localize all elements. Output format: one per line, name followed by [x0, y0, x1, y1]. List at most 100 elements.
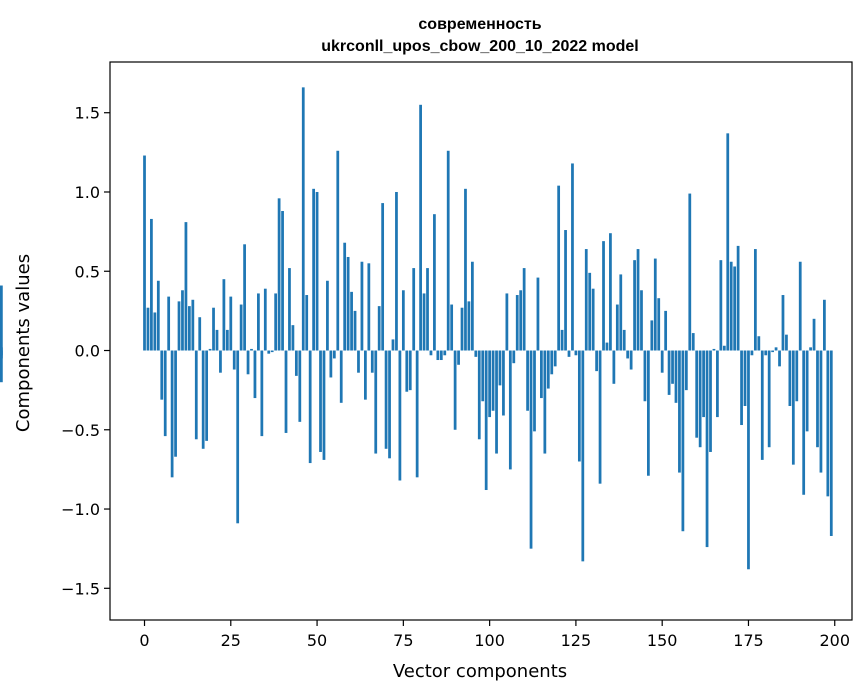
bar	[191, 299, 195, 351]
bar	[581, 350, 585, 562]
bar	[760, 350, 764, 460]
bar	[174, 350, 177, 457]
bar	[232, 350, 236, 370]
bar	[188, 306, 191, 351]
bar	[640, 290, 643, 351]
bar	[0, 347, 3, 351]
bar	[470, 261, 474, 351]
bar-series	[0, 87, 833, 570]
bar	[726, 133, 730, 351]
bar	[605, 342, 609, 351]
y-tick-label: 1.0	[75, 183, 100, 202]
bar	[753, 249, 757, 351]
bar	[705, 350, 709, 548]
bar	[733, 266, 737, 351]
bar	[322, 350, 326, 460]
bar	[702, 350, 705, 418]
bar	[198, 317, 202, 351]
bar	[609, 233, 612, 351]
bar	[377, 306, 381, 351]
bar	[236, 350, 240, 524]
bar	[339, 350, 343, 403]
bar	[332, 350, 336, 359]
bar	[588, 272, 592, 351]
bar	[212, 307, 215, 351]
bar	[464, 188, 467, 351]
y-tick-label: −1.5	[61, 579, 100, 598]
bar	[491, 350, 495, 411]
bar	[415, 350, 419, 478]
chart-subtitle: ukrconll_upos_cbow_200_10_2022 model	[321, 38, 638, 55]
bar	[567, 350, 571, 357]
bar	[364, 350, 367, 400]
bar	[719, 260, 723, 351]
bar	[508, 350, 512, 470]
bar	[674, 350, 678, 403]
bar	[315, 191, 319, 351]
bar	[184, 222, 188, 351]
bar	[312, 188, 315, 351]
x-tick-label: 150	[647, 631, 678, 650]
bar	[298, 350, 302, 422]
bar	[0, 350, 3, 356]
bar	[484, 350, 488, 491]
bar	[633, 260, 636, 351]
bar	[743, 350, 747, 406]
bar	[460, 307, 464, 351]
bar	[805, 350, 809, 432]
x-tick-label: 75	[393, 631, 413, 650]
bar	[515, 295, 519, 351]
bar	[274, 293, 278, 351]
bar	[153, 312, 157, 351]
bar	[529, 350, 533, 549]
bar	[457, 350, 460, 365]
bar	[729, 261, 733, 351]
bar	[747, 350, 750, 570]
x-tick-label: 125	[561, 631, 592, 650]
bar	[577, 350, 581, 462]
bar	[246, 350, 250, 375]
bar	[540, 350, 543, 399]
bar	[481, 350, 485, 402]
bar	[253, 350, 257, 399]
bar	[267, 350, 271, 354]
bar	[281, 211, 284, 351]
bar	[653, 258, 657, 351]
y-tick-label: −0.5	[61, 421, 100, 440]
y-axis-ticks: −1.5 −1.0 −0.5 0.0 0.5 1.0 1.5	[61, 104, 110, 598]
bar	[194, 350, 198, 440]
x-tick-label: 200	[819, 631, 850, 650]
bar	[709, 350, 712, 452]
bar	[626, 350, 630, 359]
bar	[550, 350, 554, 375]
bar	[477, 350, 481, 440]
bar	[374, 350, 378, 454]
bar	[823, 299, 826, 351]
bar	[602, 241, 605, 351]
bar	[809, 347, 812, 351]
bar	[319, 350, 322, 452]
bar	[170, 350, 174, 478]
bar	[819, 350, 823, 473]
bar	[788, 350, 792, 406]
bar	[564, 230, 567, 351]
bar	[326, 280, 329, 351]
bar	[291, 325, 295, 351]
bar	[612, 350, 616, 384]
bar	[764, 350, 768, 356]
bar	[681, 350, 685, 532]
bar	[802, 350, 806, 495]
bar	[257, 293, 260, 351]
bar	[774, 347, 778, 351]
bar	[160, 350, 164, 400]
bar	[598, 350, 602, 484]
bar	[584, 249, 588, 351]
bar	[395, 191, 398, 351]
y-tick-label: 1.5	[75, 104, 100, 123]
bar	[384, 350, 388, 449]
bar	[343, 242, 347, 351]
bar	[522, 268, 526, 351]
bar	[405, 350, 409, 392]
bar	[757, 336, 761, 351]
